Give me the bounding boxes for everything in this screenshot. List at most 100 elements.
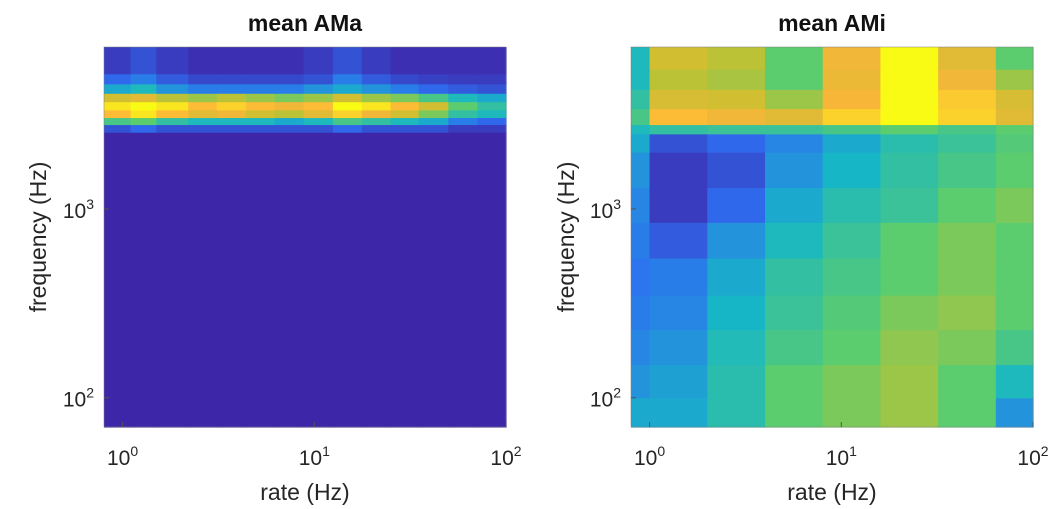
heatmap-cell-ama — [156, 73, 189, 85]
heatmap-panel-ami: mean AMi rate (Hz) frequency (Hz) 100 101… — [553, 10, 1049, 505]
heatmap-cell-ama — [216, 117, 247, 126]
heatmap-cell-ama — [216, 124, 247, 133]
heatmap-cell-ami — [880, 47, 939, 70]
axis-ticks-ami: 100 101 102 102 103 — [590, 196, 1049, 470]
heatmap-cell-ami — [880, 133, 939, 153]
plot-frame-ami — [630, 46, 1034, 428]
heatmap-cell-ami — [631, 152, 651, 188]
heatmap-cell-ama — [418, 73, 449, 85]
heatmap-cell-ama — [130, 47, 157, 75]
heatmap-cell-ami — [880, 222, 939, 259]
heatmap-cell-ama — [332, 101, 363, 111]
heatmap-cell-ama — [361, 124, 392, 133]
heatmap-cell-ami — [649, 397, 708, 428]
heatmap-cell-ama — [361, 47, 392, 75]
heatmap-cell-ama — [303, 73, 334, 85]
heatmap-panel-ama: mean AMa rate (Hz) frequency (Hz) 100 101… — [25, 10, 522, 505]
heatmap-cell-ami — [880, 364, 939, 399]
heatmap-cell-ami — [938, 187, 997, 223]
heatmap-cell-ami — [995, 257, 1034, 296]
heatmap-cell-ama — [216, 101, 247, 111]
heatmap-cell-ami — [765, 124, 824, 135]
y-axis-label-ama: frequency (Hz) — [25, 162, 51, 313]
heatmap-cell-ama — [188, 109, 218, 119]
heatmap-cells-ami — [631, 47, 1034, 428]
heatmap-cell-ama — [156, 117, 189, 126]
heatmap-cell-ami — [707, 108, 766, 126]
heatmap-cell-ama — [418, 47, 449, 75]
heatmap-cell-ama — [245, 73, 276, 85]
heatmap-cell-ami — [649, 257, 708, 296]
heatmap-cell-ami — [880, 397, 939, 428]
heatmap-cell-ami — [707, 133, 766, 153]
heatmap-cell-ama — [130, 93, 157, 103]
heatmap-cell-ama — [477, 93, 507, 103]
heatmap-cell-ami — [822, 222, 882, 259]
heatmap-cell-ama — [303, 117, 334, 126]
plot-frame-ama — [103, 46, 507, 428]
heatmap-cell-ami — [995, 222, 1034, 259]
heatmap-cell-ama — [390, 73, 420, 85]
heatmap-cell-ama — [477, 109, 507, 119]
axis-ticks-ama: 100 101 102 102 103 — [63, 196, 522, 470]
heatmap-cell-ama — [104, 93, 132, 103]
heatmap-cell-ami — [765, 397, 824, 428]
heatmap-cell-ami — [631, 124, 651, 135]
heatmap-cell-ama — [245, 101, 276, 111]
heatmap-cell-ami — [938, 89, 997, 110]
heatmap-cell-ami — [995, 108, 1034, 126]
heatmap-cell-ami — [822, 124, 882, 135]
heatmap-cell-ami — [707, 69, 766, 90]
heatmap-cell-ama — [130, 83, 157, 94]
heatmap-cell-ama — [332, 132, 363, 428]
chart-title-ami: mean AMi — [778, 10, 886, 36]
heatmap-cell-ami — [631, 89, 651, 110]
heatmap-cell-ami — [765, 69, 824, 90]
heatmap-cell-ami — [631, 47, 651, 70]
heatmap-cell-ama — [418, 109, 449, 119]
heatmap-cell-ama — [245, 117, 276, 126]
heatmap-cell-ama — [390, 132, 420, 428]
heatmap-cell-ami — [631, 257, 651, 296]
heatmap-cell-ami — [707, 397, 766, 428]
heatmap-cell-ama — [332, 47, 363, 75]
heatmap-cell-ama — [418, 101, 449, 111]
heatmap-cell-ami — [995, 124, 1034, 135]
heatmap-cell-ama — [104, 47, 132, 75]
heatmap-cell-ami — [649, 47, 708, 70]
heatmap-cell-ami — [649, 89, 708, 110]
heatmap-cell-ami — [649, 133, 708, 153]
heatmap-cell-ami — [880, 187, 939, 223]
heatmap-cell-ama — [130, 101, 157, 111]
heatmap-cell-ama — [274, 83, 305, 94]
heatmap-cell-ama — [303, 124, 334, 133]
heatmap-cell-ama — [245, 47, 276, 75]
heatmap-cell-ama — [216, 132, 247, 428]
heatmap-cell-ami — [938, 47, 997, 70]
heatmap-cell-ama — [274, 117, 305, 126]
x-axis-label-ama: rate (Hz) — [260, 479, 349, 505]
heatmap-cell-ami — [938, 397, 997, 428]
heatmap-cell-ami — [880, 69, 939, 90]
heatmap-cell-ami — [765, 329, 824, 366]
heatmap-cell-ama — [188, 132, 218, 428]
x-tick-label-ama: 100 — [107, 443, 138, 470]
heatmap-cell-ami — [938, 108, 997, 126]
heatmap-cell-ami — [631, 69, 651, 90]
heatmap-cell-ama — [390, 93, 420, 103]
heatmap-cell-ama — [332, 124, 363, 133]
heatmap-cell-ami — [822, 295, 882, 331]
heatmap-cell-ami — [995, 364, 1034, 399]
heatmap-cell-ama — [274, 93, 305, 103]
heatmap-cell-ami — [880, 257, 939, 296]
heatmap-cell-ama — [216, 47, 247, 75]
heatmap-cell-ama — [216, 73, 247, 85]
heatmap-cell-ami — [631, 397, 651, 428]
heatmap-cell-ama — [216, 93, 247, 103]
heatmap-cell-ama — [332, 73, 363, 85]
heatmap-cell-ami — [765, 257, 824, 296]
heatmap-cell-ami — [938, 295, 997, 331]
heatmap-cell-ami — [649, 295, 708, 331]
heatmap-cell-ama — [274, 109, 305, 119]
